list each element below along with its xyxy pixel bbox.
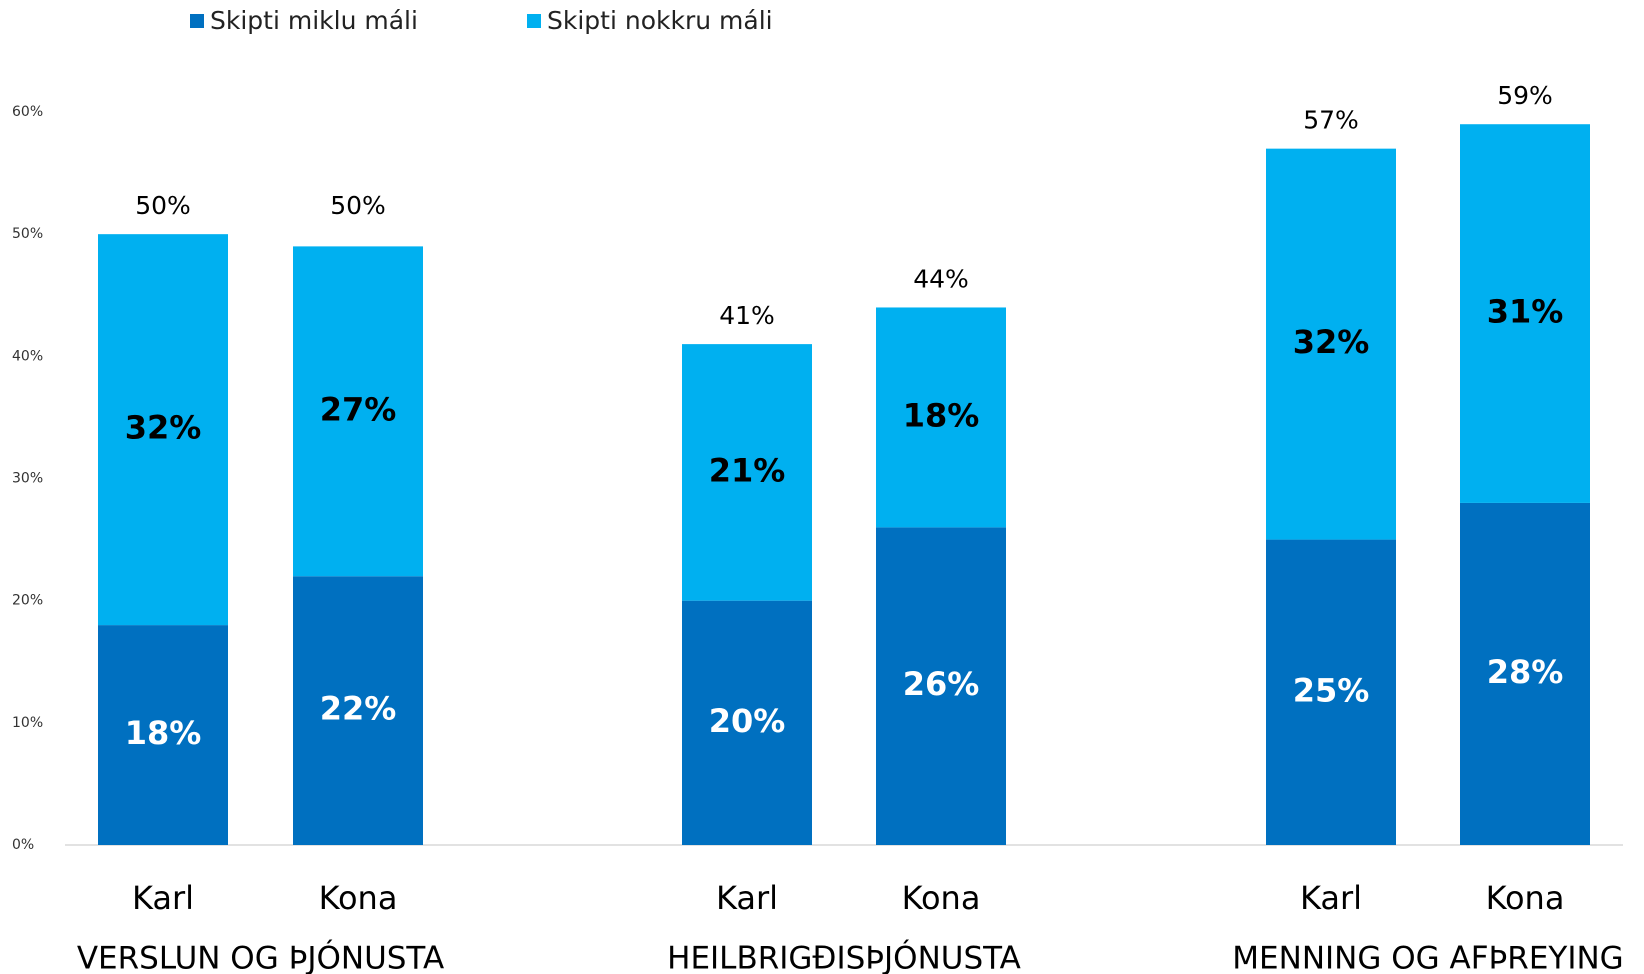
- segment-label: 18%: [903, 396, 980, 434]
- total-label: 44%: [913, 264, 969, 293]
- bar-segment: [98, 625, 228, 845]
- group-label: VERSLUN OG ÞJÓNUSTA: [77, 940, 444, 974]
- segment-label: 22%: [320, 690, 397, 728]
- segment-label: 25%: [1293, 671, 1370, 709]
- segment-label: 31%: [1487, 293, 1564, 331]
- total-label: 50%: [330, 191, 386, 220]
- segment-label: 26%: [903, 665, 980, 703]
- y-tick-label: 0%: [12, 837, 34, 853]
- group-label: MENNING OG AFÞREYING: [1232, 941, 1623, 974]
- segment-label: 32%: [1293, 323, 1370, 361]
- segment-label: 27%: [320, 390, 397, 428]
- bar-segment: [682, 344, 812, 601]
- total-label: 41%: [719, 301, 775, 330]
- x-tick-label: Kona: [1486, 879, 1565, 917]
- x-tick-label: Kona: [319, 879, 398, 917]
- segment-label: 21%: [709, 451, 786, 489]
- legend-swatch: [190, 14, 204, 28]
- total-label: 59%: [1497, 81, 1553, 110]
- bar-segment: [1460, 502, 1590, 845]
- y-tick-label: 40%: [12, 348, 43, 364]
- legend-label: Skipti nokkru máli: [547, 6, 773, 35]
- bar-segment: [1460, 124, 1590, 503]
- y-tick-label: 60%: [12, 104, 43, 120]
- bar-segment: [682, 600, 812, 845]
- segment-label: 28%: [1487, 653, 1564, 691]
- legend-label: Skipti miklu máli: [210, 6, 418, 35]
- y-tick-label: 10%: [12, 715, 43, 731]
- x-tick-label: Karl: [132, 879, 194, 917]
- bar-segment: [98, 234, 228, 626]
- segment-label: 20%: [709, 702, 786, 740]
- bar-segment: [1266, 148, 1396, 540]
- y-tick-label: 20%: [12, 593, 43, 609]
- bar-segment: [293, 576, 423, 845]
- bar-segment: [876, 527, 1006, 845]
- bar-segment: [293, 246, 423, 577]
- segment-label: 18%: [125, 714, 202, 752]
- bar-segment: [876, 307, 1006, 528]
- x-tick-label: Kona: [902, 879, 981, 917]
- total-label: 57%: [1303, 106, 1359, 135]
- y-tick-label: 30%: [12, 471, 43, 487]
- x-tick-label: Karl: [1300, 879, 1362, 917]
- bar-segment: [1266, 539, 1396, 845]
- total-label: 50%: [135, 191, 191, 220]
- y-tick-label: 50%: [12, 226, 43, 242]
- segment-label: 32%: [125, 409, 202, 447]
- group-label: HEILBRIGÐISÞJÓNUSTA: [667, 940, 1021, 974]
- legend-swatch: [527, 14, 541, 28]
- x-tick-label: Karl: [716, 879, 778, 917]
